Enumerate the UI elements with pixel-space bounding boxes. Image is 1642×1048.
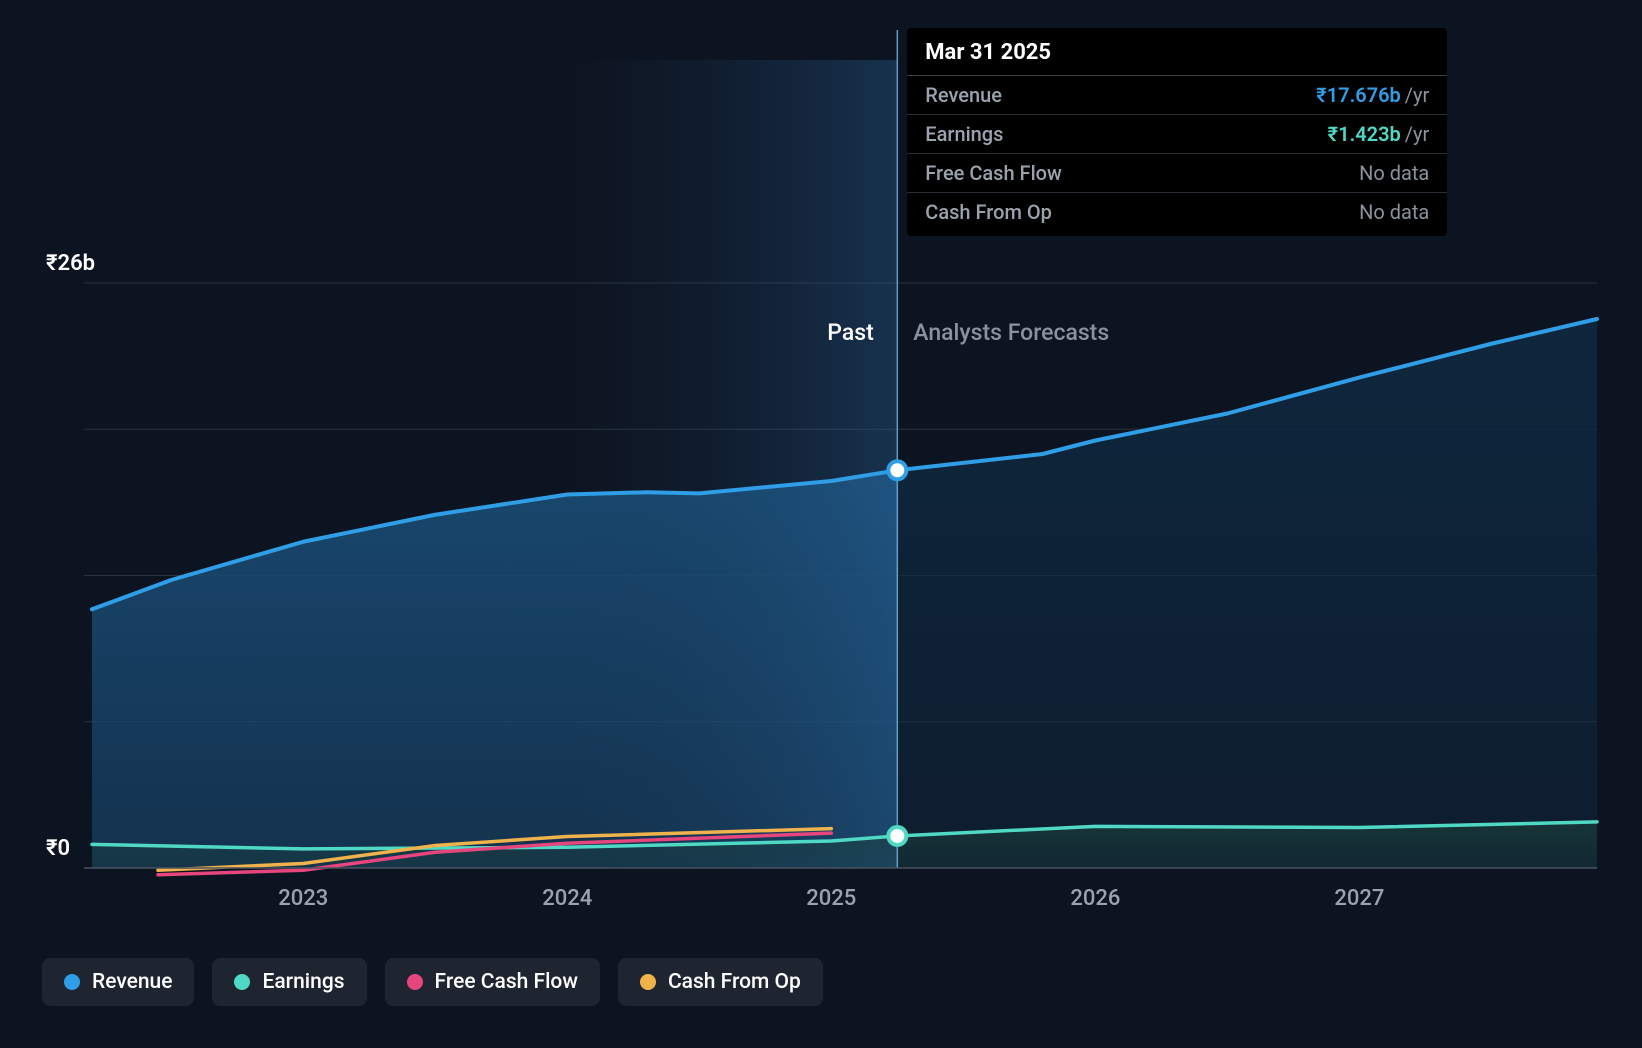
yaxis-tick-26b: ₹26b bbox=[46, 251, 95, 276]
legend-label: Free Cash Flow bbox=[435, 970, 578, 994]
legend-dot-icon bbox=[640, 974, 656, 990]
tooltip-row-earnings: Earnings ₹1.423b/yr bbox=[907, 115, 1447, 154]
legend-item-earnings[interactable]: Earnings bbox=[212, 958, 366, 1006]
section-label-past: Past bbox=[827, 319, 873, 346]
xaxis-tick-2025: 2025 bbox=[806, 886, 856, 911]
legend-dot-icon bbox=[234, 974, 250, 990]
legend-item-cfo[interactable]: Cash From Op bbox=[618, 958, 823, 1006]
tooltip-unit: /yr bbox=[1405, 83, 1430, 107]
tooltip-row-revenue: Revenue ₹17.676b/yr bbox=[907, 76, 1447, 115]
xaxis-tick-2026: 2026 bbox=[1070, 886, 1120, 911]
legend-item-revenue[interactable]: Revenue bbox=[42, 958, 194, 1006]
xaxis-tick-2023: 2023 bbox=[278, 886, 328, 911]
tooltip-nodata: No data bbox=[1359, 200, 1429, 224]
xaxis-tick-2024: 2024 bbox=[542, 886, 592, 911]
section-label-forecast: Analysts Forecasts bbox=[913, 319, 1109, 346]
tooltip-date: Mar 31 2025 bbox=[907, 28, 1447, 76]
tooltip-label: Revenue bbox=[925, 83, 1002, 107]
tooltip-row-cfo: Cash From Op No data bbox=[907, 193, 1447, 236]
xaxis-tick-2027: 2027 bbox=[1334, 886, 1384, 911]
legend: Revenue Earnings Free Cash Flow Cash Fro… bbox=[42, 958, 823, 1006]
legend-dot-icon bbox=[407, 974, 423, 990]
tooltip-unit: /yr bbox=[1405, 122, 1430, 146]
tooltip-nodata: No data bbox=[1359, 161, 1429, 185]
tooltip-value: ₹1.423b bbox=[1328, 122, 1401, 146]
hover-tooltip: Mar 31 2025 Revenue ₹17.676b/yr Earnings… bbox=[907, 28, 1447, 236]
tooltip-label: Earnings bbox=[925, 122, 1003, 146]
legend-label: Revenue bbox=[92, 970, 172, 994]
tooltip-label: Cash From Op bbox=[925, 200, 1052, 224]
tooltip-value: ₹17.676b bbox=[1316, 83, 1401, 107]
legend-dot-icon bbox=[64, 974, 80, 990]
tooltip-label: Free Cash Flow bbox=[925, 161, 1062, 185]
legend-label: Cash From Op bbox=[668, 970, 801, 994]
legend-label: Earnings bbox=[262, 970, 344, 994]
legend-item-fcf[interactable]: Free Cash Flow bbox=[385, 958, 600, 1006]
yaxis-tick-0: ₹0 bbox=[46, 836, 70, 861]
tooltip-row-fcf: Free Cash Flow No data bbox=[907, 154, 1447, 193]
